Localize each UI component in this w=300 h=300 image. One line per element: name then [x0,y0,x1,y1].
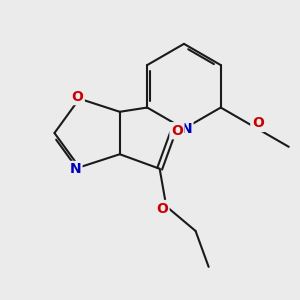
Text: O: O [252,116,264,130]
Text: N: N [180,122,192,136]
Text: O: O [171,124,183,138]
Text: N: N [69,163,81,176]
Text: O: O [71,90,83,104]
Text: O: O [156,202,168,215]
